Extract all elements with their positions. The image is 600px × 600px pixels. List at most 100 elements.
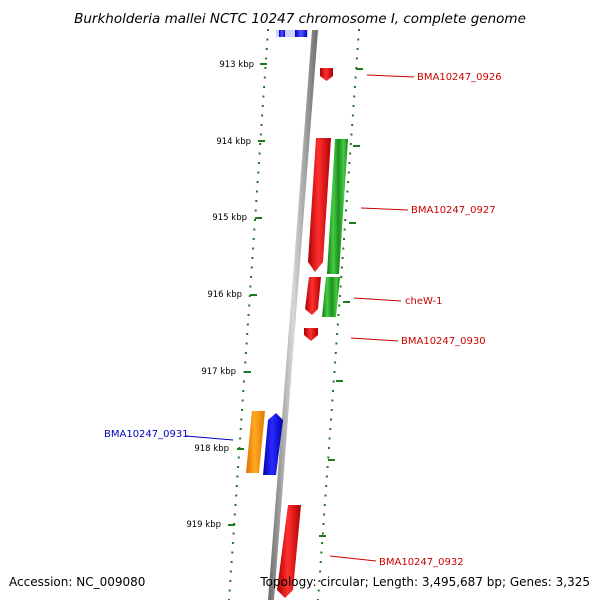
rail-dot xyxy=(255,190,258,193)
rail-dot xyxy=(349,152,352,155)
rail-dot xyxy=(267,29,269,31)
rail-dot xyxy=(343,228,346,231)
rail-dot xyxy=(347,171,350,174)
rail-dot xyxy=(332,390,334,392)
gene-BMA10247_0930[interactable]: BMA10247_0930 xyxy=(304,328,486,347)
rail-dot xyxy=(237,456,240,459)
rail-dot xyxy=(330,409,333,411)
rail-dot xyxy=(329,428,332,430)
rail-dot xyxy=(343,238,345,240)
tick-913: 913 kbp xyxy=(219,60,267,70)
rail-dot xyxy=(231,542,234,544)
tick-label-913: 913 kbp xyxy=(219,60,254,70)
rail-dot xyxy=(334,352,337,354)
rail-dot xyxy=(323,504,326,506)
rail-dot xyxy=(323,513,326,516)
rail-dot xyxy=(336,333,339,335)
tick-rails xyxy=(228,29,360,600)
rail-dot xyxy=(345,209,347,212)
tick-915: 915 kbp xyxy=(212,213,262,223)
rail-dot xyxy=(327,447,330,449)
rail-dot xyxy=(339,285,342,288)
rail-dot xyxy=(334,361,337,364)
rail-dot xyxy=(325,485,328,487)
rail-dot xyxy=(241,399,244,402)
rail-dot xyxy=(246,323,249,326)
gene-label-BMA10247_0931[interactable]: BMA10247_0931 xyxy=(104,429,189,440)
rail-dot xyxy=(256,181,259,183)
rail-dot xyxy=(353,86,356,88)
accession-text: Accession: NC_009080 xyxy=(9,575,145,589)
gene-BMA10247_0927-red[interactable] xyxy=(308,138,331,272)
rail-dot xyxy=(242,390,245,392)
rail-dot xyxy=(228,589,231,592)
rail-dot xyxy=(349,143,352,145)
gene-cheW-1[interactable]: cheW-1 xyxy=(322,277,442,317)
right-rail-ticks xyxy=(319,68,363,537)
rail-dot xyxy=(333,371,336,373)
rail-dot xyxy=(239,437,242,440)
rail-dot xyxy=(348,162,351,164)
partial-feature-top[interactable] xyxy=(276,30,308,37)
gene-BMA10247_0932[interactable]: BMA10247_0932 xyxy=(277,505,464,598)
rail-dot xyxy=(229,570,232,573)
gene-label-BMA10247_0927[interactable]: BMA10247_0927 xyxy=(411,205,496,216)
rail-dot xyxy=(251,257,254,259)
gene-label-BMA10247_0930[interactable]: BMA10247_0930 xyxy=(401,336,486,347)
backbone xyxy=(268,30,318,600)
rail-dot xyxy=(350,133,353,136)
rail-dot xyxy=(338,304,341,307)
rail-dot xyxy=(244,352,247,354)
rail-dot xyxy=(328,437,331,440)
rail-dot xyxy=(356,48,359,50)
rail-dot xyxy=(317,589,320,592)
gene-BMA10247_0931[interactable]: BMA10247_0931 xyxy=(104,413,283,475)
rail-dot xyxy=(320,551,323,554)
rail-dot xyxy=(353,95,356,98)
rail-dot xyxy=(321,542,324,544)
rail-dot xyxy=(261,114,264,117)
rail-dot xyxy=(259,133,262,136)
gene-BMA10247_0927[interactable]: BMA10247_0927 xyxy=(327,139,496,274)
rail-dot xyxy=(264,67,267,69)
tick-label-914: 914 kbp xyxy=(216,137,251,147)
gene-label-BMA10247_0926[interactable]: BMA10247_0926 xyxy=(417,72,502,83)
rail-dot xyxy=(249,285,252,288)
rail-dot xyxy=(347,181,350,183)
rail-dot xyxy=(229,580,232,582)
rail-dot xyxy=(346,190,349,193)
rail-dot xyxy=(254,209,257,212)
rail-dot xyxy=(340,266,343,269)
rail-dot xyxy=(247,314,250,316)
rail-dot xyxy=(254,219,256,221)
gene-label-BMA10247_0932[interactable]: BMA10247_0932 xyxy=(379,557,464,568)
rail-dot xyxy=(344,219,347,221)
tick-914: 914 kbp xyxy=(216,137,265,147)
rail-dot xyxy=(341,257,344,259)
gene-label-cheW-1[interactable]: cheW-1 xyxy=(405,296,442,307)
rail-dot xyxy=(235,485,238,487)
rail-dot xyxy=(263,86,266,88)
rail-dot xyxy=(335,342,338,345)
rail-dot xyxy=(241,409,243,411)
rail-dot xyxy=(258,152,261,155)
tick-label-917: 917 kbp xyxy=(201,367,236,377)
rail-dot xyxy=(250,266,253,269)
rail-dot xyxy=(245,342,248,345)
rail-dot xyxy=(248,304,251,307)
rail-dot xyxy=(261,105,264,107)
gene-cheW-1-red[interactable] xyxy=(305,277,321,315)
rail-dot xyxy=(351,124,354,126)
rail-dot xyxy=(253,228,256,231)
rail-dot xyxy=(260,124,263,126)
rail-dot xyxy=(265,48,268,50)
gene-orange-feature[interactable] xyxy=(246,411,265,473)
rail-dot xyxy=(340,276,343,278)
rail-dot xyxy=(336,323,339,326)
gene-BMA10247_0926[interactable]: BMA10247_0926 xyxy=(320,68,502,83)
rail-dot xyxy=(324,494,327,497)
rail-dot xyxy=(358,29,360,31)
rail-dot xyxy=(265,57,268,60)
rail-dot xyxy=(242,380,245,383)
